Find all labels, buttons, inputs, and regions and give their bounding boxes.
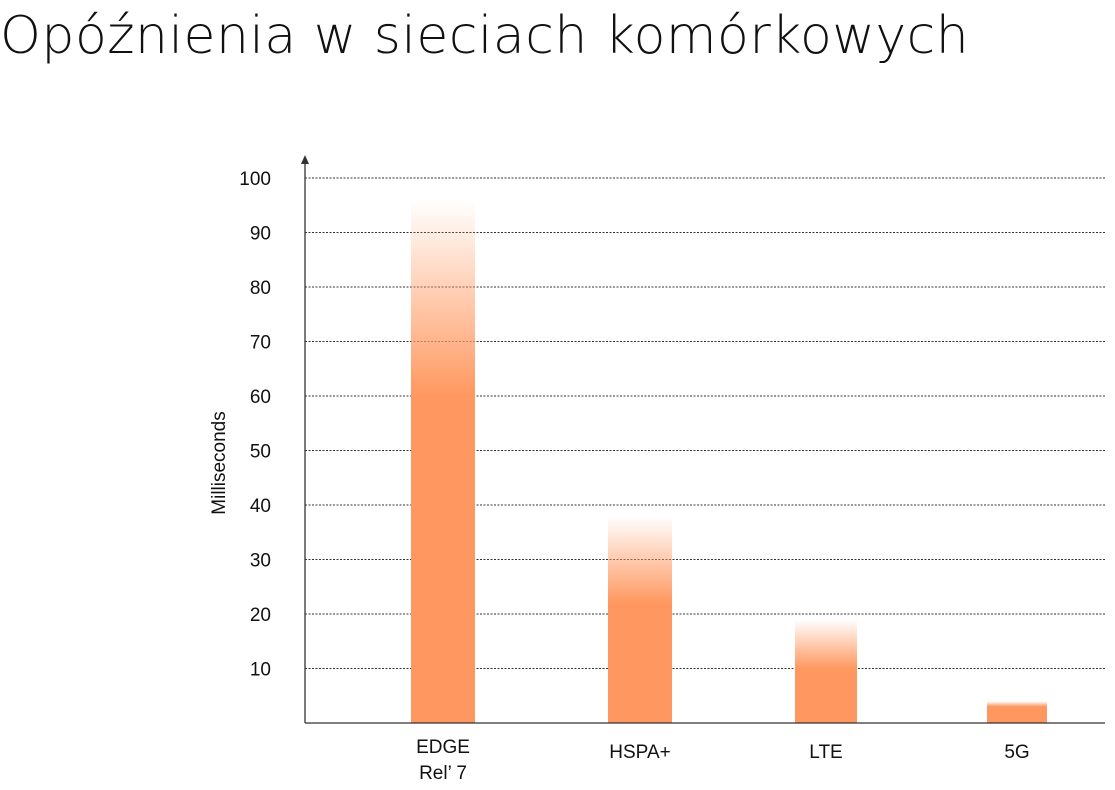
y-tick-label-30: 30 — [250, 551, 271, 572]
y-tick-label-90: 90 — [250, 224, 271, 245]
slide-title: Opóźnienia w sieciach komórkowych — [0, 6, 970, 66]
y-tick-label-40: 40 — [250, 496, 271, 517]
bars — [411, 199, 1047, 724]
labels: 10 20 30 40 50 60 70 80 90 100 EDGE Rel’ 7 HSPA+ LTE 5… — [209, 169, 1030, 784]
y-tick-label-10: 10 — [250, 660, 271, 681]
y-axis-arrow — [301, 155, 309, 164]
bar-0 — [411, 199, 475, 724]
y-tick-label-50: 50 — [250, 442, 271, 463]
y-axis-title: Milliseconds — [209, 411, 230, 514]
y-tick-label-60: 60 — [250, 387, 271, 408]
bar-2 — [795, 619, 857, 723]
y-tick-label-70: 70 — [250, 333, 271, 354]
y-tick-label-100: 100 — [239, 169, 271, 190]
x-category-label-0-line-0: EDGE — [416, 737, 470, 758]
x-category-label-0-line-1: Rel’ 7 — [419, 763, 467, 784]
x-category-label-2: LTE — [809, 742, 842, 763]
y-tick-label-20: 20 — [250, 605, 271, 626]
x-category-label-3: 5G — [1004, 742, 1029, 763]
bar-1 — [608, 515, 672, 723]
y-tick-label-80: 80 — [250, 278, 271, 299]
x-category-label-1: HSPA+ — [609, 742, 670, 763]
axes — [301, 155, 1105, 724]
bar-3 — [987, 701, 1047, 723]
